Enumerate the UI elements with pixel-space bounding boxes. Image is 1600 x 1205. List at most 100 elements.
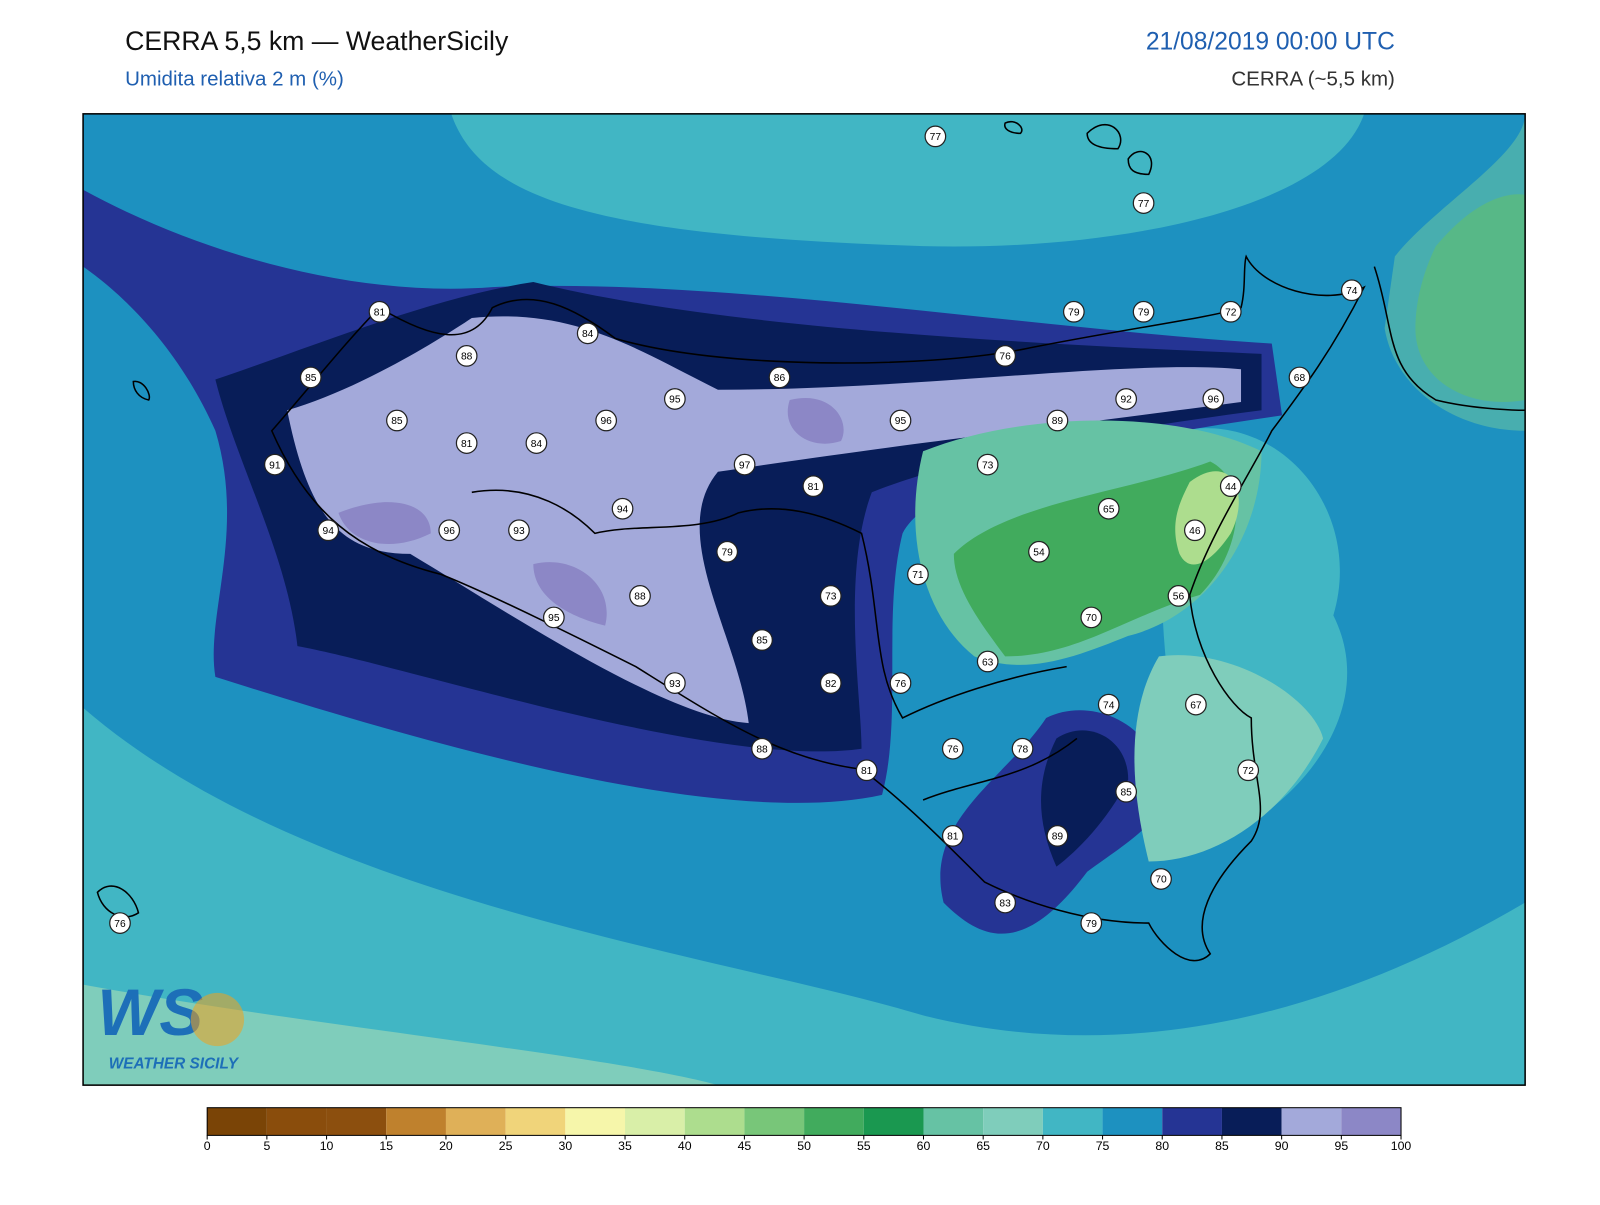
field xyxy=(338,397,844,626)
field xyxy=(953,461,1237,657)
station-value: 94 xyxy=(617,504,629,515)
station-marker xyxy=(264,453,286,476)
station-marker xyxy=(1237,759,1260,782)
station-marker xyxy=(109,912,131,934)
colorbar-tick-label: 0 xyxy=(204,1139,211,1153)
colorbar-tick-label: 90 xyxy=(1275,1139,1289,1153)
map xyxy=(83,113,1526,1086)
station-value: 93 xyxy=(669,679,681,690)
station-marker xyxy=(751,737,773,760)
station-value: 85 xyxy=(1120,788,1132,799)
colorbar-tick-label: 75 xyxy=(1096,1139,1110,1153)
station-marker xyxy=(455,432,478,454)
station-marker xyxy=(1115,388,1138,410)
station-value: 44 xyxy=(1225,482,1237,493)
station-marker xyxy=(994,345,1016,367)
colorbar-tick-label: 5 xyxy=(263,1139,270,1153)
station-marker xyxy=(663,672,686,694)
station-marker xyxy=(438,519,461,542)
station-value: 84 xyxy=(582,329,594,340)
station-marker xyxy=(611,497,634,520)
colorbar-tick-label: 100 xyxy=(1391,1139,1412,1153)
colorbar-swatch xyxy=(565,1107,626,1136)
station-marker xyxy=(508,519,530,542)
map-frame xyxy=(82,113,1526,1086)
station-marker xyxy=(994,891,1016,914)
station-value: 85 xyxy=(391,416,403,427)
colorbar-tick-label: 80 xyxy=(1155,1139,1169,1153)
station-marker xyxy=(751,629,773,651)
station-value: 92 xyxy=(1120,395,1132,406)
station-value: 95 xyxy=(669,395,681,406)
station-value: 79 xyxy=(721,548,733,559)
colorbar-swatch xyxy=(1341,1107,1402,1136)
station-value: 81 xyxy=(808,482,820,493)
colorbar-tick-label: 50 xyxy=(797,1139,811,1153)
colorbar-tick-label: 35 xyxy=(618,1139,632,1153)
station-marker xyxy=(663,388,686,410)
station-value: 63 xyxy=(982,657,994,668)
station-marker xyxy=(1115,780,1138,803)
colorbar-swatch xyxy=(386,1107,446,1136)
station-value: 95 xyxy=(548,613,560,624)
station-value: 94 xyxy=(323,526,335,537)
colorbar-swatch xyxy=(1162,1107,1222,1136)
station-marker xyxy=(1097,497,1120,520)
station-value: 70 xyxy=(1086,613,1098,624)
colorbar-tick-label: 45 xyxy=(738,1139,752,1153)
station-marker xyxy=(924,125,947,148)
station-marker xyxy=(1132,300,1155,323)
station-marker xyxy=(1185,693,1207,716)
station-marker xyxy=(1080,606,1103,629)
station-marker xyxy=(976,453,999,476)
station-marker xyxy=(1219,300,1242,323)
coastline xyxy=(96,121,1526,962)
station-marker xyxy=(1097,693,1120,716)
station-marker xyxy=(1183,519,1206,542)
station-value: 54 xyxy=(1033,548,1045,559)
station-value: 67 xyxy=(1190,700,1202,711)
station-value: 72 xyxy=(1243,766,1255,777)
station-marker xyxy=(716,540,739,563)
station-value: 77 xyxy=(930,132,942,143)
station-value: 68 xyxy=(1294,373,1306,384)
station-marker xyxy=(941,737,964,760)
colorbar-tick-label: 65 xyxy=(976,1139,990,1153)
colorbar-swatch xyxy=(207,1107,267,1136)
station-value: 76 xyxy=(114,919,126,930)
station-marker xyxy=(802,475,825,498)
station-value: 71 xyxy=(912,570,924,581)
station-value: 89 xyxy=(1052,416,1064,427)
station-value: 76 xyxy=(947,744,959,755)
colorbar-tick-label: 55 xyxy=(857,1139,871,1153)
station-marker xyxy=(1150,868,1172,890)
station-value: 65 xyxy=(1103,504,1115,515)
station-value: 96 xyxy=(600,416,612,427)
station-value: 97 xyxy=(739,460,751,471)
station-value: 88 xyxy=(634,592,646,603)
field xyxy=(287,316,1242,724)
colorbar-swatch xyxy=(625,1107,685,1136)
colorbar-tick-label: 25 xyxy=(499,1139,513,1153)
station-value: 82 xyxy=(825,679,837,690)
station-marker xyxy=(819,672,842,694)
colorbar-swatch xyxy=(983,1107,1043,1136)
colorbar-tick-label: 15 xyxy=(379,1139,393,1153)
station-value: 88 xyxy=(756,744,768,755)
model-label: CERRA (~5,5 km) xyxy=(1231,67,1394,90)
station-value: 73 xyxy=(982,460,994,471)
colorbar-swatch xyxy=(863,1107,924,1136)
station-marker xyxy=(855,759,878,782)
station-value: 95 xyxy=(895,416,907,427)
station-marker xyxy=(299,366,322,389)
field xyxy=(1175,471,1239,565)
station-marker xyxy=(1011,737,1034,760)
stations: 77 77 81 84 88 85 85 95 96 81 84 91 97 86 81 95 89 92 96 76… xyxy=(109,125,1363,934)
station-value: 74 xyxy=(1103,700,1115,711)
station-value: 93 xyxy=(513,526,525,537)
station-marker xyxy=(768,366,791,389)
station-marker xyxy=(1062,300,1085,323)
station-value: 77 xyxy=(1138,199,1150,210)
colorbar-tick-label: 95 xyxy=(1334,1139,1348,1153)
station-value: 70 xyxy=(1155,875,1167,886)
